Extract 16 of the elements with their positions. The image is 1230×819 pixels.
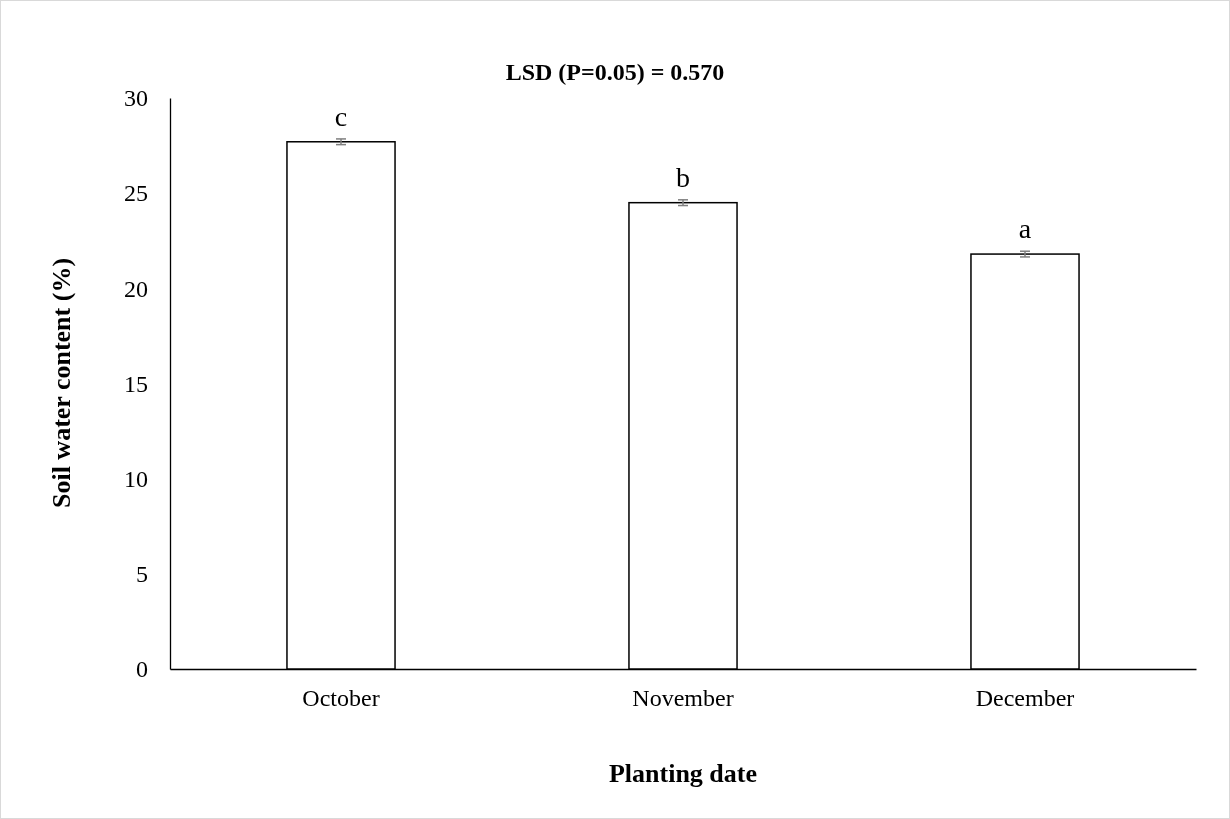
y-tick-label: 20 xyxy=(124,275,148,302)
y-tick-label: 5 xyxy=(136,561,148,588)
y-tick-label: 15 xyxy=(124,370,148,397)
x-tick-label: October xyxy=(302,685,380,712)
y-tick-label: 0 xyxy=(136,656,148,683)
y-axis-title: Soil water content (%) xyxy=(47,257,76,509)
x-axis-title: Planting date xyxy=(608,759,758,788)
x-tick-label: November xyxy=(632,685,734,712)
y-tick-label: 10 xyxy=(124,465,148,492)
x-tick-label: December xyxy=(975,685,1075,712)
chart-title: LSD (P=0.05) = 0.570 xyxy=(505,59,725,85)
y-tick-label: 25 xyxy=(124,180,148,207)
annotation: a xyxy=(1018,213,1032,245)
annotation: b xyxy=(676,161,690,193)
annotation: c xyxy=(334,100,348,132)
y-tick-label: 30 xyxy=(124,85,148,112)
